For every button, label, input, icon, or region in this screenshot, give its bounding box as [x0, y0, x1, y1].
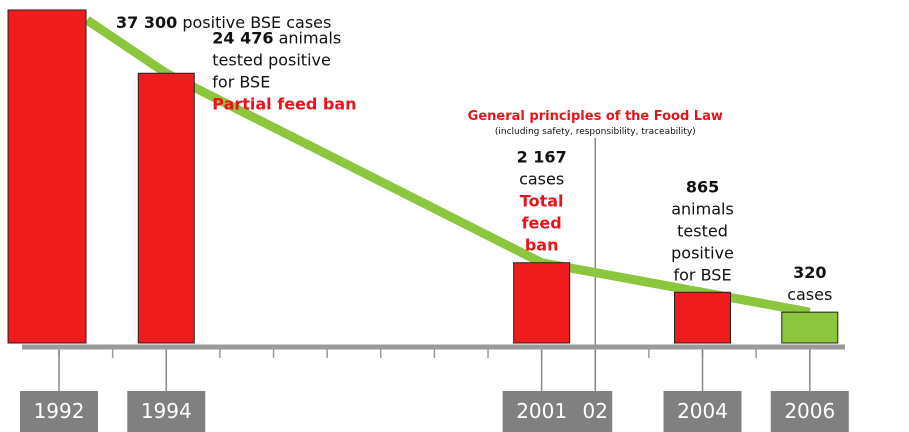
annotation-note: cases: [519, 170, 564, 189]
annotation-highlight: Total: [520, 192, 564, 211]
annotation-note: animals: [279, 28, 342, 47]
bar: [782, 312, 838, 343]
value-label: 865: [686, 177, 719, 196]
bar: [514, 263, 570, 343]
value-label: 2 167: [517, 148, 567, 167]
x-tick-label: 2006: [784, 399, 835, 423]
value-label: 37 300: [116, 13, 177, 32]
annotation-highlight: Partial feed ban: [212, 94, 356, 113]
annotation-note: tested positive: [212, 50, 331, 69]
annotation-note: positive: [671, 243, 734, 262]
value-label: 320: [793, 263, 826, 282]
value-label: 24 476: [212, 28, 273, 47]
bar: [675, 292, 731, 343]
annotation-highlight: feed: [522, 214, 562, 233]
annotation: 24 476 animals: [212, 28, 341, 47]
annotation-note: tested: [677, 221, 728, 240]
x-tick-label: 2001: [516, 399, 567, 423]
bar: [8, 10, 86, 343]
milestone-title: General principles of the Food Law: [468, 109, 723, 124]
annotation-note: cases: [787, 285, 832, 304]
annotation-note: for BSE: [212, 72, 270, 91]
chart: General principles of the Food Law (inclu…: [0, 0, 909, 432]
x-tick-label: 1994: [141, 399, 192, 423]
x-tick-label: 2004: [677, 399, 728, 423]
annotation-highlight: ban: [525, 236, 559, 255]
annotation-note: for BSE: [674, 265, 732, 284]
bar: [138, 73, 194, 343]
x-tick-label: 1992: [34, 399, 85, 423]
annotation-note: animals: [671, 199, 734, 218]
milestone-subtitle: (including safety, responsibility, trace…: [495, 127, 696, 137]
x-tick-label: 02: [583, 399, 608, 423]
